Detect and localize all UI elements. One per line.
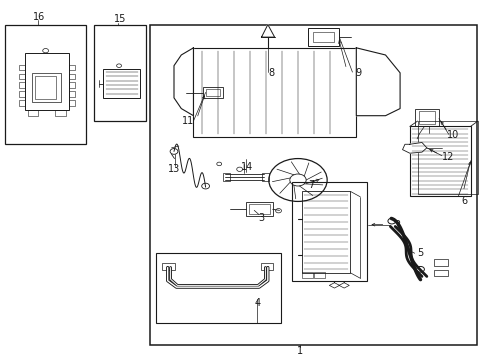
Bar [203, 87, 222, 98]
Polygon shape [174, 48, 193, 116]
Bar [162, 263, 175, 270]
Text: 1: 1 [297, 346, 303, 356]
Bar [417, 121, 477, 194]
Text: 2: 2 [394, 220, 400, 230]
Bar [19, 73, 25, 79]
Bar [261, 263, 272, 270]
Polygon shape [261, 24, 274, 37]
Bar [205, 89, 220, 96]
Text: 10: 10 [446, 130, 458, 140]
Bar [69, 91, 75, 97]
Bar [5, 24, 86, 144]
Bar [25, 53, 69, 111]
Bar [69, 82, 75, 88]
Text: 16: 16 [33, 13, 45, 22]
Bar [414, 109, 438, 126]
Text: 4: 4 [254, 298, 260, 308]
Text: 13: 13 [167, 164, 180, 174]
Bar [418, 111, 434, 123]
Bar [35, 76, 56, 99]
Text: 8: 8 [267, 68, 274, 78]
Text: 15: 15 [114, 14, 126, 24]
Bar [307, 28, 339, 46]
Text: 6: 6 [460, 197, 467, 206]
Polygon shape [402, 143, 426, 153]
Bar [301, 192, 350, 273]
Text: 7: 7 [308, 180, 314, 190]
Bar [31, 73, 61, 102]
Bar [55, 111, 65, 116]
Text: 5: 5 [417, 248, 423, 258]
Bar [313, 272, 324, 278]
Bar [69, 64, 75, 70]
Bar [301, 272, 312, 278]
Bar [156, 253, 281, 323]
Bar [19, 82, 25, 88]
Bar [249, 204, 269, 213]
Text: 14: 14 [240, 162, 252, 172]
Bar [149, 24, 476, 345]
Bar [103, 69, 140, 98]
Bar [409, 126, 469, 196]
Bar [193, 48, 356, 137]
Bar [312, 32, 334, 42]
Bar [433, 259, 447, 266]
Bar [246, 202, 272, 216]
Bar [69, 100, 75, 106]
Bar [69, 73, 75, 79]
Bar [291, 182, 366, 281]
Bar [19, 91, 25, 97]
Bar [262, 173, 268, 181]
Bar [28, 111, 38, 116]
Text: 9: 9 [355, 68, 361, 78]
Bar [223, 173, 229, 181]
Text: 3: 3 [258, 212, 264, 222]
Bar [19, 64, 25, 70]
Text: 12: 12 [441, 152, 453, 162]
Bar [94, 24, 146, 121]
Text: 11: 11 [182, 116, 194, 126]
Bar [433, 270, 447, 276]
Bar [19, 100, 25, 106]
Polygon shape [356, 48, 399, 116]
